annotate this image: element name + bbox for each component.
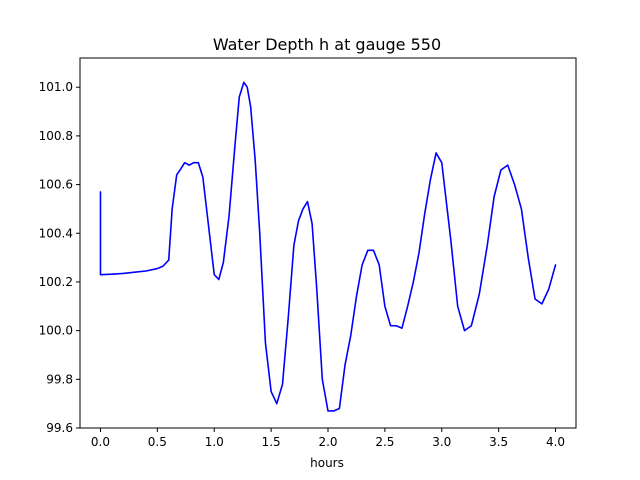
x-tick-label: 2.0: [318, 435, 337, 449]
y-tick-label: 100.2: [39, 275, 73, 289]
y-tick-label: 100.8: [39, 129, 73, 143]
plot-area: 0.0 0.5 1.0 1.5 2.0 2.5 3.0 3.5 4.0 99.6 99.8 100.0…: [39, 57, 577, 449]
x-tick-label: 0.0: [91, 435, 110, 449]
y-tick-label: 100.0: [39, 324, 73, 338]
x-tick-label: 3.0: [432, 435, 451, 449]
chart-title: Water Depth h at gauge 550: [213, 35, 441, 54]
series-line-0: [99, 81, 557, 412]
x-tick-label: 0.5: [148, 435, 167, 449]
y-tick-label: 99.6: [46, 421, 73, 435]
x-tick-label: 3.5: [489, 435, 508, 449]
x-axis-label: hours: [310, 456, 344, 470]
y-tick-label: 99.8: [46, 372, 73, 386]
plot-frame: [79, 57, 577, 429]
y-tick-label: 100.6: [39, 178, 73, 192]
y-tick-label: 100.4: [39, 226, 73, 240]
x-tick-label: 2.5: [375, 435, 394, 449]
x-tick-label: 4.0: [546, 435, 565, 449]
x-tick-label: 1.5: [262, 435, 281, 449]
y-tick-label: 101.0: [39, 80, 73, 94]
x-tick-label: 1.0: [205, 435, 224, 449]
